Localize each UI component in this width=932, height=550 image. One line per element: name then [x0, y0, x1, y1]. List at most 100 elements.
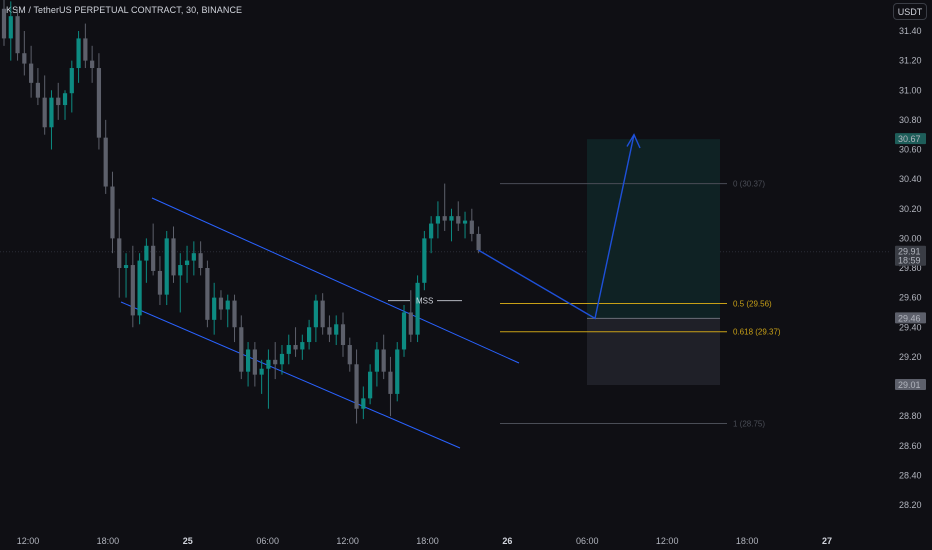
candle-body — [279, 353, 285, 365]
price-badge — [895, 133, 926, 145]
candle-body — [184, 260, 190, 266]
price-tick-label: 31.20 — [899, 56, 922, 66]
candle-body — [340, 324, 346, 346]
candle-body — [266, 359, 271, 369]
candle-body — [442, 216, 447, 221]
price-tick-label: 28.20 — [899, 500, 922, 510]
time-tick-label: 06:00 — [576, 536, 599, 546]
candle-body — [96, 68, 102, 138]
target-zone[interactable] — [587, 139, 720, 319]
candle-body — [245, 349, 251, 372]
price-tick-label: 30.80 — [899, 115, 922, 125]
price-badge-countdown: 18:59 — [898, 256, 921, 266]
candle-body — [374, 349, 379, 372]
price-badge-value: 29.91 — [898, 247, 921, 257]
time-tick-label: 12:00 — [17, 536, 40, 546]
fib-label-0-5: 0.5 (29.56) — [733, 300, 772, 309]
time-tick-label: 18:00 — [97, 536, 120, 546]
candle-body — [198, 253, 203, 268]
chart-title: KSM / TetherUS PERPETUAL CONTRACT, 30, B… — [6, 5, 243, 15]
time-tick-label: 25 — [183, 536, 193, 546]
candle-body — [164, 238, 169, 295]
candle-body — [313, 300, 318, 328]
channel-lower-line[interactable] — [120, 301, 461, 449]
time-tick-label: 18:00 — [416, 536, 439, 546]
candle-body — [62, 93, 68, 106]
arrow-head — [626, 133, 641, 149]
fib-label-0: 0 (30.37) — [733, 180, 765, 189]
candle-body — [123, 265, 129, 268]
candle-body — [8, 16, 13, 39]
candle-body — [1, 8, 7, 39]
candle-body — [415, 282, 420, 335]
candle-body — [469, 220, 474, 234]
candle-body — [171, 238, 176, 276]
projection-path[interactable] — [478, 134, 635, 320]
candle-body — [35, 82, 40, 98]
time-tick-label: 27 — [822, 536, 832, 546]
descending-channel — [120, 197, 520, 449]
candle-body — [354, 364, 359, 409]
currency-button[interactable]: USDT — [893, 3, 927, 20]
candle-body — [76, 38, 81, 69]
candle-body — [151, 245, 156, 271]
fib-label-0-618: 0.618 (29.37) — [733, 328, 781, 337]
candle-body — [29, 63, 34, 83]
time-tick-label: 18:00 — [736, 536, 759, 546]
price-tick-label: 28.80 — [899, 411, 922, 421]
price-tick-label: 30.20 — [899, 204, 922, 214]
candle-body — [293, 345, 298, 350]
candle-body — [22, 53, 27, 64]
candle-body — [225, 300, 230, 310]
candle-body — [69, 68, 74, 94]
price-tick-label: 29.80 — [899, 263, 922, 273]
candle-body — [56, 97, 61, 106]
candle-body — [252, 349, 257, 375]
candle-body — [456, 216, 461, 224]
candle-body — [429, 223, 434, 239]
candle-body — [401, 312, 407, 350]
price-badge — [895, 245, 926, 266]
mss-label: MSS — [416, 297, 433, 306]
candle-body — [144, 245, 149, 261]
candle-body — [212, 297, 217, 320]
candle-body — [117, 238, 122, 268]
candle-body — [49, 97, 54, 128]
candle-body — [178, 265, 183, 276]
price-tick-label: 29.40 — [899, 322, 922, 332]
candle-body — [110, 186, 115, 239]
candle-body — [388, 371, 393, 394]
candle-body — [137, 260, 142, 316]
stop-zone[interactable] — [587, 318, 720, 386]
time-tick-label: 12:00 — [336, 536, 359, 546]
candle-body — [90, 60, 95, 69]
price-tick-label: 30.60 — [899, 145, 922, 155]
candle-body — [320, 300, 325, 328]
price-axis: 31.40 31.20 31.00 30.80 30.60 30.40 30.20 30.00… — [899, 26, 922, 510]
candle-body — [334, 324, 339, 335]
candle-body — [259, 368, 264, 375]
price-tick-label: 28.60 — [899, 441, 922, 451]
position-zones — [0, 139, 890, 386]
channel-upper-line[interactable] — [151, 197, 520, 364]
price-badge-value: 30.67 — [898, 134, 921, 144]
candle-body — [205, 268, 210, 320]
candle-body — [347, 345, 352, 365]
candle-body — [361, 398, 366, 409]
price-tick-label: 31.00 — [899, 85, 922, 95]
candle-body — [395, 349, 400, 394]
candle-body — [218, 297, 224, 310]
price-tick-label: 30.40 — [899, 174, 922, 184]
price-badge — [895, 312, 926, 324]
candle-body — [381, 349, 386, 372]
candle-body — [286, 345, 291, 354]
candle-body — [476, 233, 481, 251]
candle-body — [435, 216, 441, 224]
price-tick-label: 29.20 — [899, 352, 922, 362]
price-tick-label: 31.40 — [899, 26, 922, 36]
candle-body — [307, 327, 312, 343]
candle-body — [327, 327, 332, 335]
price-tick-label: 30.00 — [899, 233, 922, 243]
